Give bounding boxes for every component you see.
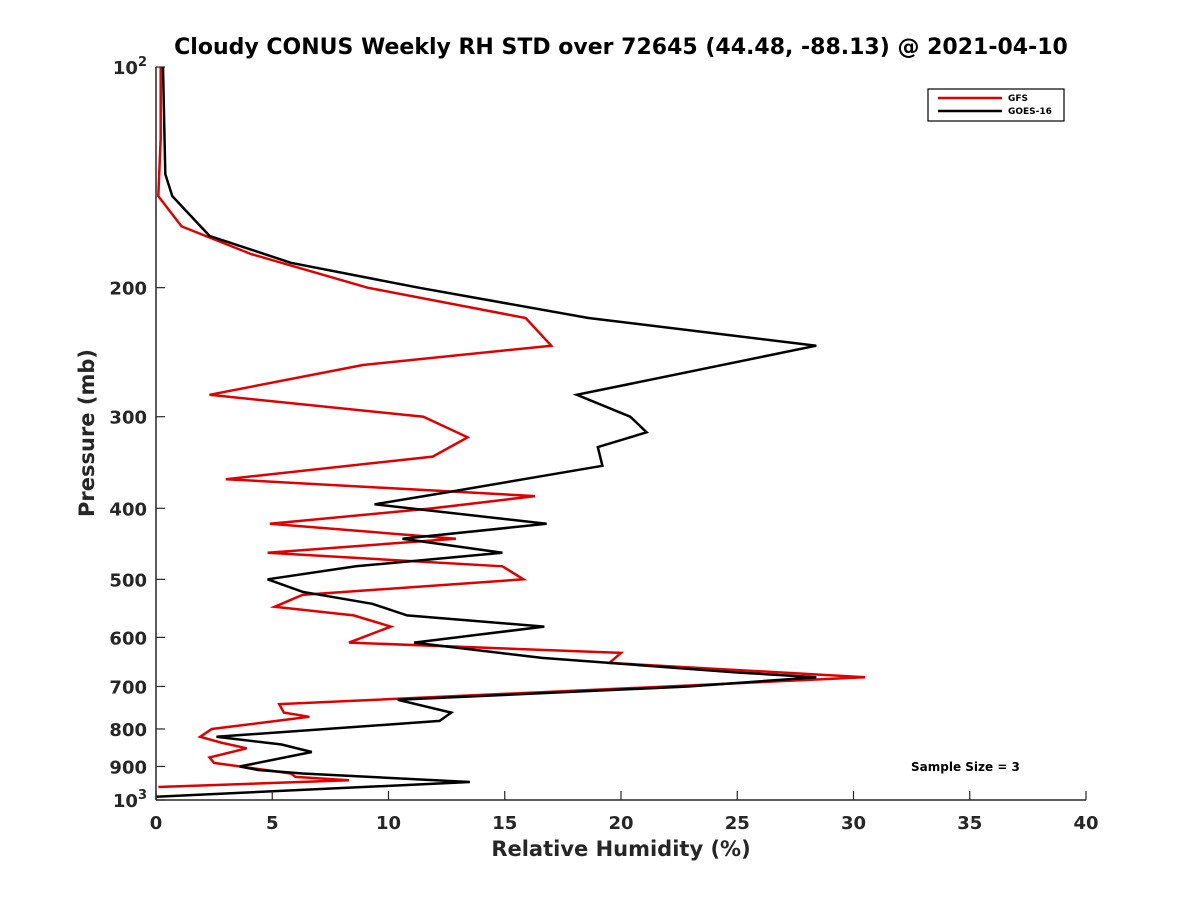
- x-ticks: 0 5 10 15 20 25 30 35 40: [150, 791, 1099, 834]
- x-tick-label: 20: [608, 813, 633, 834]
- y-tick-label: 102: [113, 55, 147, 79]
- sample-size-annotation: Sample Size = 3: [911, 760, 1020, 774]
- y-tick-label: 300: [109, 408, 147, 429]
- chart-title: Cloudy CONUS Weekly RH STD over 72645 (4…: [174, 35, 1068, 60]
- y-ticks: 102 200 300 400 500 600 700 800 900 103: [109, 55, 165, 812]
- x-tick-label: 25: [725, 813, 750, 834]
- x-tick-label: 10: [376, 813, 401, 834]
- x-axis-label: Relative Humidity (%): [491, 837, 750, 861]
- x-tick-label: 5: [266, 813, 279, 834]
- y-tick-label: 600: [109, 628, 147, 649]
- series-line-goes16: [155, 66, 817, 799]
- y-tick-label: 700: [109, 677, 147, 698]
- y-tick-label: 800: [109, 720, 147, 741]
- x-tick-label: 15: [492, 813, 517, 834]
- y-tick-label: 400: [109, 499, 147, 520]
- y-tick-label: 500: [109, 570, 147, 591]
- plot-lines: [155, 66, 866, 799]
- y-tick-label: 103: [113, 788, 147, 812]
- legend-label-goes16: GOES-16: [1008, 107, 1052, 117]
- legend-box: [927, 88, 1065, 122]
- x-tick-label: 35: [957, 813, 982, 834]
- y-tick-label: 900: [109, 757, 147, 778]
- y-tick-label: 200: [109, 279, 147, 300]
- y-axis-label: Pressure (mb): [75, 349, 99, 517]
- legend: GFS GOES-16: [927, 88, 1065, 122]
- series-line-gfs: [157, 67, 866, 789]
- x-tick-label: 30: [841, 813, 866, 834]
- x-tick-label: 40: [1073, 813, 1098, 834]
- x-tick-label: 0: [150, 813, 163, 834]
- legend-label-gfs: GFS: [1008, 94, 1028, 104]
